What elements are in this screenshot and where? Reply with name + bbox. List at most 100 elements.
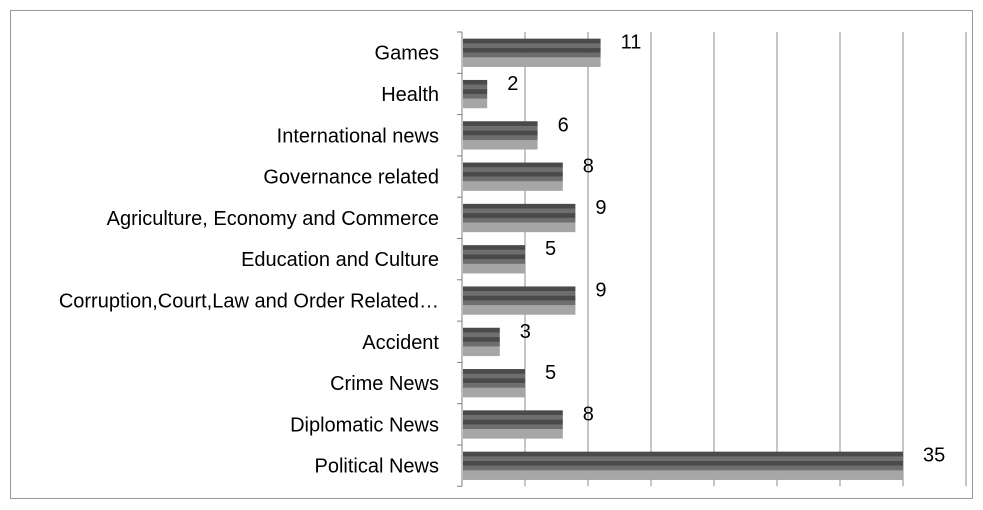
bar-stripe bbox=[463, 245, 525, 251]
bar-stripe bbox=[463, 121, 538, 127]
category-label: Diplomatic News bbox=[290, 414, 439, 436]
bar-stripe bbox=[463, 309, 576, 315]
category-axis bbox=[457, 31, 463, 487]
value-label: 11 bbox=[621, 32, 642, 54]
bar-stripe bbox=[463, 249, 525, 255]
bar-10 bbox=[463, 451, 903, 480]
bar-4 bbox=[463, 203, 576, 233]
bar-stripe bbox=[463, 327, 500, 333]
bar-stripe bbox=[463, 465, 903, 471]
value-label: 5 bbox=[545, 362, 556, 384]
bar-stripe bbox=[463, 341, 500, 347]
value-label: 2 bbox=[507, 73, 518, 95]
bar-stripe bbox=[463, 351, 500, 357]
bar-8 bbox=[463, 369, 525, 398]
bar-stripe bbox=[463, 433, 563, 439]
bar-stripe bbox=[463, 227, 576, 233]
bar-stripe bbox=[463, 378, 525, 384]
bar-stripe bbox=[463, 103, 488, 109]
bar-stripe bbox=[463, 305, 576, 311]
bar-stripe bbox=[463, 203, 576, 209]
bar-stripe bbox=[463, 451, 903, 457]
bar-stripe bbox=[463, 263, 525, 269]
category-label: Accident bbox=[362, 332, 439, 354]
bar-stripe bbox=[463, 84, 488, 90]
bar-stripe bbox=[463, 208, 576, 214]
value-label: 8 bbox=[583, 156, 594, 178]
bar-stripe bbox=[463, 47, 601, 53]
bar-stripe bbox=[463, 387, 525, 393]
bar-stripe bbox=[463, 167, 563, 173]
bar-stripe bbox=[463, 222, 576, 228]
bar-stripe bbox=[463, 291, 576, 297]
bar-stripe bbox=[463, 93, 488, 99]
category-label: Agriculture, Economy and Commerce bbox=[107, 208, 439, 230]
category-label: Governance related bbox=[263, 167, 439, 189]
bar-stripe bbox=[463, 456, 903, 462]
bar-stripe bbox=[463, 300, 576, 306]
bar-stripe bbox=[463, 259, 525, 265]
bar-stripe bbox=[463, 410, 563, 416]
bar-stripe bbox=[463, 213, 576, 219]
value-label: 6 bbox=[558, 114, 569, 136]
bar-stripe bbox=[463, 57, 601, 63]
value-label: 8 bbox=[583, 403, 594, 425]
bar-stripe bbox=[463, 125, 538, 131]
category-label: Games bbox=[375, 43, 439, 65]
category-label: Crime News bbox=[330, 373, 439, 395]
bars bbox=[463, 38, 903, 480]
bar-stripe bbox=[463, 38, 601, 44]
category-label: Education and Culture bbox=[241, 249, 439, 271]
bar-0 bbox=[463, 38, 601, 67]
bar-stripe bbox=[463, 392, 525, 398]
bar-stripe bbox=[463, 268, 525, 274]
bar-stripe bbox=[463, 415, 563, 420]
bar-stripe bbox=[463, 135, 538, 141]
bar-stripe bbox=[463, 419, 563, 425]
bar-stripe bbox=[463, 254, 525, 260]
category-label: Corruption,Court,Law and Order Related… bbox=[59, 290, 439, 312]
bar-stripe bbox=[463, 337, 500, 343]
bar-stripe bbox=[463, 130, 538, 136]
bar-2 bbox=[463, 121, 538, 150]
bar-stripe bbox=[463, 43, 601, 49]
bar-stripe bbox=[463, 171, 563, 177]
bar-6 bbox=[463, 286, 576, 315]
bar-stripe bbox=[463, 460, 903, 466]
bar-stripe bbox=[463, 474, 903, 480]
value-label: 3 bbox=[520, 321, 531, 343]
value-label: 9 bbox=[595, 279, 606, 301]
bar-stripe bbox=[463, 217, 576, 223]
bar-stripe bbox=[463, 346, 500, 352]
bar-stripe bbox=[463, 369, 525, 375]
bar-stripe bbox=[463, 61, 601, 67]
bar-stripe bbox=[463, 52, 601, 58]
bar-stripe bbox=[463, 181, 563, 187]
bar-stripe bbox=[463, 286, 576, 292]
value-label: 5 bbox=[545, 238, 556, 260]
bar-1 bbox=[463, 79, 488, 109]
bar-stripe bbox=[463, 144, 538, 150]
category-label: Political News bbox=[315, 456, 439, 478]
value-label: 35 bbox=[923, 445, 945, 467]
bar-stripe bbox=[463, 176, 563, 182]
category-labels: Games Health International news Governance … bbox=[59, 43, 440, 478]
bar-9 bbox=[463, 410, 563, 439]
category-label: International news bbox=[277, 125, 439, 147]
bar-stripe bbox=[463, 185, 563, 191]
bar-stripe bbox=[463, 470, 903, 476]
bar-stripe bbox=[463, 424, 563, 430]
category-label: Health bbox=[381, 84, 439, 106]
bar-stripe bbox=[463, 429, 563, 434]
bar-5 bbox=[463, 245, 525, 274]
bar-stripe bbox=[463, 295, 576, 301]
bar-stripe bbox=[463, 139, 538, 145]
bar-7 bbox=[463, 327, 500, 357]
bar-stripe bbox=[463, 89, 488, 95]
bar-stripe bbox=[463, 373, 525, 379]
bar-stripe bbox=[463, 332, 500, 338]
bar-stripe bbox=[463, 383, 525, 389]
